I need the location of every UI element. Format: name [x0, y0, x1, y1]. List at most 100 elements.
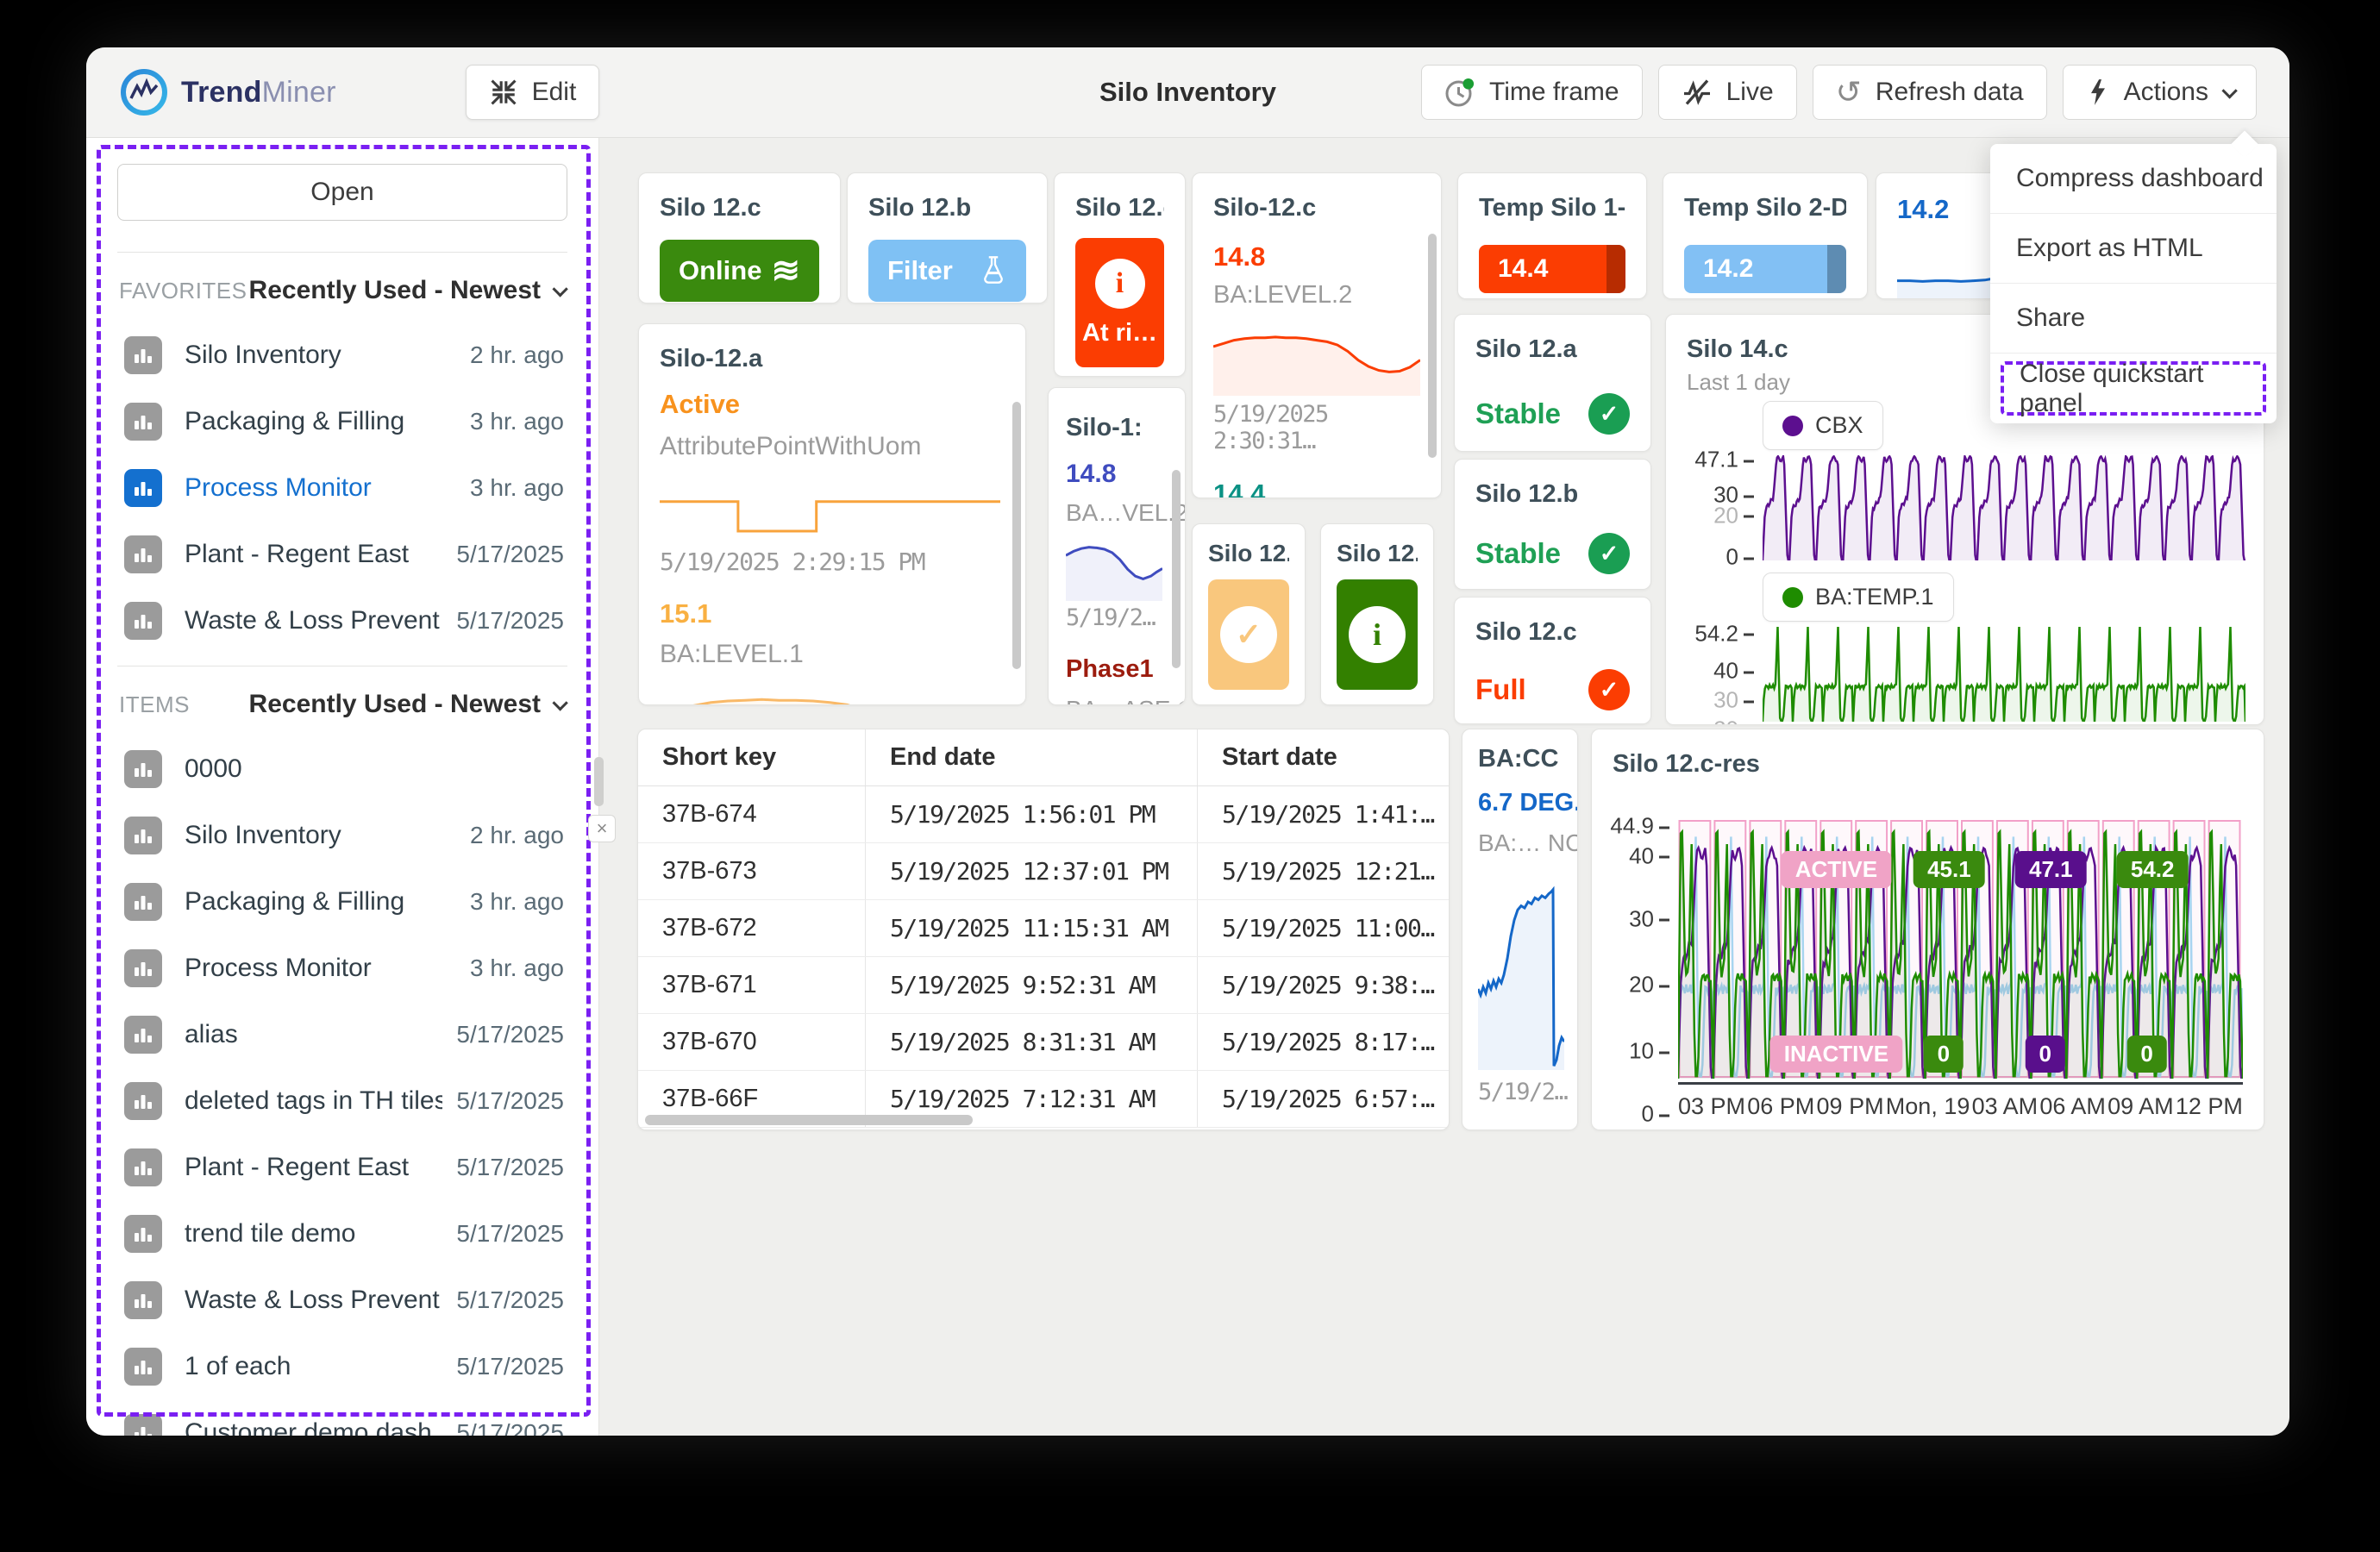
- tag-value: 14.8: [1213, 241, 1266, 272]
- chevron-down-icon: [2221, 82, 2238, 99]
- item-row[interactable]: Plant - Regent East 5/17/2025: [86, 1134, 598, 1200]
- col-end-date[interactable]: End date: [865, 729, 1197, 785]
- info-icon: i: [1094, 258, 1145, 309]
- online-label: Online: [679, 255, 762, 285]
- menu-item-compress-dashboard[interactable]: Compress dashboard: [1990, 144, 2277, 214]
- silo12m-status-button[interactable]: i: [1337, 579, 1418, 690]
- divider: [117, 252, 567, 253]
- tag-name: BA…ASE.1: [1066, 696, 1185, 704]
- menu-item-close-quickstart[interactable]: Close quickstart panel: [1990, 354, 2277, 423]
- inactive-badge: INACTIVE: [1769, 1036, 1903, 1073]
- cell-end-date: 5/19/2025 1:56:01 PM: [865, 786, 1197, 842]
- y-tick: 40: [1713, 658, 1763, 685]
- at-risk-button[interactable]: i At ri…: [1075, 238, 1164, 367]
- legend-cbx[interactable]: CBX: [1763, 401, 1883, 450]
- tile-silo12m: Silo 12.m i: [1320, 523, 1434, 705]
- item-row[interactable]: deleted tags in TH tiles 5/17/2025: [86, 1067, 598, 1134]
- tile-scrollbar[interactable]: [1012, 402, 1021, 669]
- items-sort-dropdown[interactable]: Recently Used - Newest: [248, 690, 568, 719]
- table-row[interactable]: 37B-66F 5/19/2025 7:12:31 AM 5/19/2025 6…: [638, 1071, 1449, 1128]
- table-row[interactable]: 37B-671 5/19/2025 9:52:31 AM 5/19/2025 9…: [638, 957, 1449, 1014]
- actions-dropdown-menu: Compress dashboard Export as HTML Share …: [1990, 144, 2277, 423]
- edit-button[interactable]: Edit: [465, 65, 600, 120]
- tag-timestamp: 5/19/2…: [1478, 1079, 1569, 1105]
- table-horizontal-scrollbar[interactable]: [645, 1115, 973, 1125]
- brand-miner: Miner: [261, 75, 336, 109]
- item-row[interactable]: Packaging & Filling 3 hr. ago: [86, 868, 598, 935]
- item-row[interactable]: alias 5/17/2025: [86, 1001, 598, 1067]
- check-circle-icon: ✓: [1220, 606, 1277, 663]
- cell-start-date: 5/19/2025 6:57:…: [1197, 1071, 1449, 1127]
- tile-title: Silo 14.c: [1687, 335, 1788, 363]
- temp-bar[interactable]: 14.4: [1479, 245, 1625, 293]
- item-row[interactable]: 0000: [86, 735, 598, 802]
- online-status-button[interactable]: Online ≋: [660, 240, 819, 302]
- y-tick: 20: [1629, 972, 1678, 998]
- trendminer-logo-icon: [121, 69, 167, 116]
- step-chart: [660, 500, 1000, 533]
- tile-silo12c-online: Silo 12.c Online ≋: [638, 172, 841, 304]
- tile-silo12c-res-chart: Silo 12.c-res 44.9 40 30 20 10 0 ACTIVE …: [1591, 729, 2264, 1130]
- time-frame-button[interactable]: Time frame: [1421, 65, 1643, 120]
- item-row[interactable]: Waste & Loss Prevent… 5/17/2025: [86, 1267, 598, 1333]
- panel-collapse-button[interactable]: ×: [588, 815, 616, 842]
- brand-name: TrendMiner: [181, 76, 336, 110]
- table-row[interactable]: 37B-672 5/19/2025 11:15:31 AM 5/19/2025 …: [638, 900, 1449, 957]
- trendminer-logo[interactable]: TrendMiner: [119, 67, 336, 117]
- item-row[interactable]: 1 of each 5/17/2025: [86, 1333, 598, 1399]
- item-label: 1 of each: [185, 1351, 291, 1380]
- table-row[interactable]: 37B-673 5/19/2025 12:37:01 PM 5/19/2025 …: [638, 843, 1449, 900]
- favorite-item-selected[interactable]: Process Monitor 3 hr. ago: [86, 454, 598, 521]
- table-row[interactable]: 37B-670 5/19/2025 8:31:31 AM 5/19/2025 8…: [638, 1014, 1449, 1071]
- item-row[interactable]: Customer demo dash 5/17/2025: [86, 1399, 598, 1436]
- favorite-item[interactable]: Plant - Regent East 5/17/2025: [86, 521, 598, 587]
- x-tick-labels: 03 PM 06 PM 09 PM Mon, 19 03 AM 06 AM 09…: [1678, 1093, 2243, 1120]
- active-badge: ACTIVE: [1781, 851, 1892, 888]
- item-row[interactable]: trend tile demo 5/17/2025: [86, 1200, 598, 1267]
- tile-title: BA:CC: [1478, 745, 1559, 773]
- tile-silo12b-stable: Silo 12.b Stable ✓: [1454, 459, 1651, 590]
- favorite-item[interactable]: Waste & Loss Prevent… 5/17/2025: [86, 587, 598, 654]
- dashboard-icon: [124, 749, 162, 788]
- y-tick: 0: [1642, 1101, 1678, 1128]
- items-sort-label: Recently Used - Newest: [248, 690, 541, 718]
- legend-batemp1[interactable]: BA:TEMP.1: [1763, 573, 1954, 622]
- panel-resize-handle[interactable]: [594, 757, 604, 806]
- favorites-sort-dropdown[interactable]: Recently Used - Newest: [249, 276, 568, 305]
- legend-dot: [1782, 586, 1803, 608]
- tile-title: Silo 12.b: [1475, 480, 1579, 508]
- legend-label: BA:TEMP.1: [1815, 584, 1934, 610]
- state-value: Active: [660, 389, 741, 419]
- silo12g-status-button[interactable]: ✓: [1208, 579, 1289, 690]
- chevron-down-icon: [552, 280, 568, 297]
- item-label: trend tile demo: [185, 1218, 356, 1248]
- col-start-date[interactable]: Start date: [1197, 729, 1449, 785]
- menu-item-share[interactable]: Share: [1990, 284, 2277, 354]
- cell-short-key: 37B-66F: [662, 1085, 759, 1112]
- filter-button[interactable]: Filter: [868, 240, 1026, 302]
- refresh-data-button[interactable]: ↺ Refresh data: [1812, 65, 2047, 120]
- y-tick: 47.1: [1694, 446, 1763, 472]
- tile-scrollbar[interactable]: [1172, 470, 1181, 668]
- phase-value: Phase1: [1066, 655, 1154, 683]
- tile-silo12c-trends: Silo-12.c 14.8 BA:LEVEL.2 5/19/2025 2:30…: [1192, 172, 1442, 498]
- menu-item-export-html[interactable]: Export as HTML: [1990, 214, 2277, 284]
- favorite-item[interactable]: Silo Inventory 2 hr. ago: [86, 322, 598, 388]
- live-button[interactable]: Live: [1657, 65, 1797, 120]
- tile-title: Silo 12.c: [1075, 194, 1164, 222]
- tile-scrollbar[interactable]: [1428, 234, 1437, 458]
- cell-end-date: 5/19/2025 9:52:31 AM: [865, 957, 1197, 1013]
- lightning-icon: [2090, 79, 2105, 105]
- actions-button[interactable]: Actions: [2062, 65, 2257, 120]
- col-short-key[interactable]: Short key: [662, 743, 777, 771]
- item-label: alias: [185, 1019, 238, 1048]
- temp-bar[interactable]: 14.2: [1684, 245, 1846, 293]
- tile-temp-silo-1b: Temp Silo 1-B 14.4: [1457, 172, 1647, 299]
- table-row[interactable]: 37B-674 5/19/2025 1:56:01 PM 5/19/2025 1…: [638, 786, 1449, 843]
- item-row[interactable]: Process Monitor 3 hr. ago: [86, 935, 598, 1001]
- item-row[interactable]: Silo Inventory 2 hr. ago: [86, 802, 598, 868]
- sparkline-chart: [1066, 546, 1162, 601]
- item-label: Plant - Regent East: [185, 1152, 410, 1181]
- favorite-item[interactable]: Packaging & Filling 3 hr. ago: [86, 388, 598, 454]
- open-button[interactable]: Open: [117, 164, 567, 221]
